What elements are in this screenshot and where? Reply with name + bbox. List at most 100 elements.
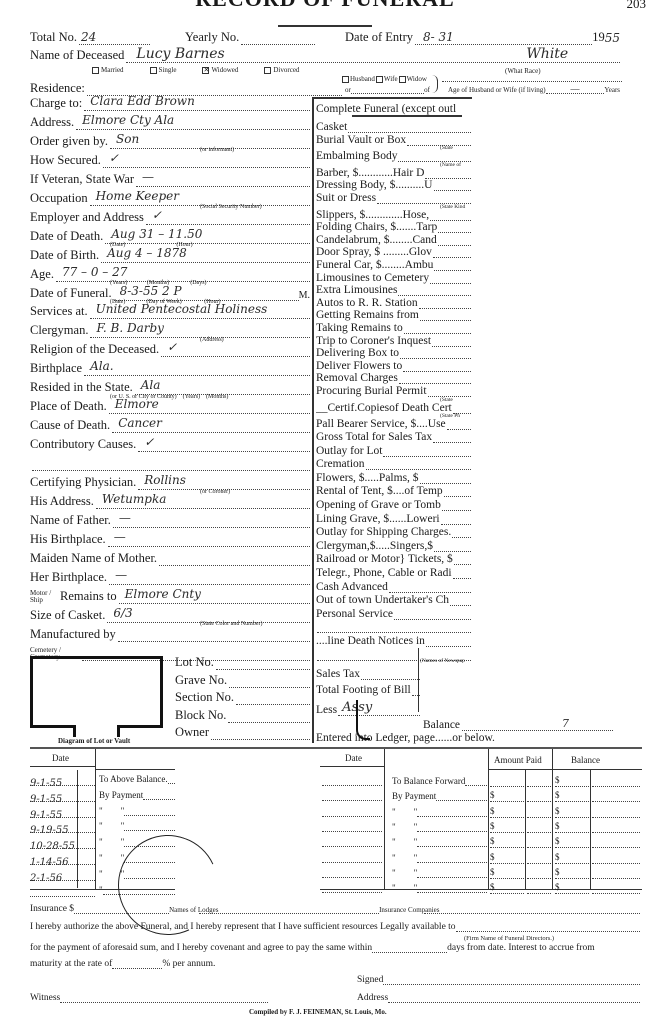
charge-amount[interactable]	[383, 448, 471, 457]
charge-item[interactable]: Burial Vault or Box	[316, 133, 471, 146]
charge-item[interactable]: Casket	[316, 120, 471, 133]
charge-amount[interactable]	[400, 350, 471, 360]
charge-item[interactable]: Railroad or Motor} Tickets, $	[316, 552, 471, 566]
sales-tax-row[interactable]: Sales Tax	[316, 667, 420, 680]
lot-field[interactable]: Grave No.	[175, 673, 310, 688]
currency-cell[interactable]: $	[490, 791, 524, 803]
field-input[interactable]: Clara Edd Brown	[84, 94, 310, 111]
witness-field[interactable]	[60, 1002, 268, 1003]
currency-cell[interactable]: $	[555, 806, 589, 818]
lot-field[interactable]: Lot No.	[175, 655, 310, 670]
marital-option-divorced[interactable]: Divorced	[264, 66, 299, 74]
charge-amount[interactable]	[348, 124, 471, 133]
payment-row[interactable]: " "	[99, 869, 175, 879]
currency-cell[interactable]: $	[490, 806, 524, 818]
payment-row[interactable]: To Balance Forward	[392, 776, 487, 786]
charge-amount[interactable]	[317, 624, 471, 634]
lot-field[interactable]: Section No.	[175, 690, 310, 705]
currency-cell[interactable]: $	[555, 821, 589, 833]
marital-option-married[interactable]: Married	[92, 66, 124, 74]
total-footing-row[interactable]: Total Footing of Bill	[316, 683, 420, 696]
cents-cell[interactable]	[592, 776, 640, 787]
payment-date[interactable]: 9-1-55	[30, 805, 95, 821]
lot-field[interactable]: Owner	[175, 725, 310, 740]
field-input[interactable]: Rollins	[138, 473, 310, 490]
charge-amount[interactable]	[441, 502, 471, 511]
charge-item[interactable]: Door Spray, $ .........Glov	[316, 245, 471, 259]
charge-item[interactable]: Extra Limousines	[316, 283, 471, 297]
marital-option-widowed[interactable]: ✕ Widowed	[202, 66, 238, 74]
field-input[interactable]: Elmore Cnty	[118, 587, 310, 604]
field-input[interactable]	[32, 460, 310, 472]
charge-item[interactable]: Dressing Body, $..........U	[316, 178, 471, 192]
payment-row[interactable]: " "	[99, 806, 175, 816]
payment-date[interactable]: 10-28-55	[30, 836, 95, 852]
cents-cell[interactable]	[527, 791, 551, 803]
payment-date[interactable]: 9-19-55	[30, 820, 95, 836]
cents-cell[interactable]	[592, 853, 640, 864]
cents-cell[interactable]	[592, 791, 640, 803]
field-input[interactable]: United Pentecostal Holiness	[89, 302, 310, 320]
spouse-checkbox-husband[interactable]	[342, 75, 349, 83]
charge-item[interactable]: Cremation	[316, 457, 471, 471]
currency-cell[interactable]: $	[490, 852, 524, 864]
insurance-field[interactable]	[74, 913, 170, 914]
field-input[interactable]: Elmore	[108, 397, 310, 415]
charge-amount[interactable]	[446, 421, 471, 431]
checkbox[interactable]	[149, 66, 157, 74]
charge-amount[interactable]	[437, 237, 471, 246]
cents-cell[interactable]	[527, 853, 551, 864]
charge-item[interactable]: Suit or Dress	[316, 191, 471, 204]
year-value[interactable]: 55	[604, 31, 620, 45]
charge-item[interactable]: Barber, $............Hair D	[316, 166, 471, 179]
charge-item[interactable]: Rental of Tent, $....of Temp	[316, 484, 471, 498]
charge-item[interactable]: __Certif.Copiesof Death Cert	[316, 401, 471, 414]
cents-cell[interactable]	[592, 883, 640, 895]
field-input[interactable]: ✓	[138, 435, 310, 453]
charge-item[interactable]: Pall Bearer Service, $....Use	[316, 417, 471, 431]
spouse-age-value[interactable]: —	[545, 85, 605, 94]
field-input[interactable]: Cancer	[112, 416, 310, 434]
payment-row[interactable]: To Above Balance.	[99, 774, 175, 784]
cents-cell[interactable]	[527, 776, 551, 787]
field-input[interactable]: F. B. Darby	[90, 321, 310, 339]
charge-amount[interactable]	[432, 338, 471, 347]
signed-field[interactable]	[383, 984, 640, 985]
currency-cell[interactable]: $	[490, 837, 524, 849]
yearly-no-field[interactable]	[241, 34, 315, 45]
charge-amount[interactable]	[398, 375, 471, 385]
payment-date[interactable]: 9-1-55	[30, 789, 95, 805]
charge-item[interactable]: Delivering Box to	[316, 346, 471, 360]
payment-row[interactable]: By Payment	[99, 790, 175, 800]
field-input[interactable]: Ala.	[84, 359, 310, 377]
charge-amount[interactable]	[438, 224, 471, 234]
payment-date[interactable]	[322, 807, 382, 817]
field-input[interactable]: ✓	[102, 151, 310, 168]
currency-cell[interactable]: $	[555, 883, 589, 895]
cents-cell[interactable]	[527, 837, 551, 849]
charge-item[interactable]: Candelabrum, $........Cand	[316, 233, 471, 246]
payment-date[interactable]: 9-1-55	[30, 773, 95, 789]
field-input[interactable]: —	[136, 170, 310, 187]
payment-date[interactable]: 1-14-56	[30, 852, 95, 868]
currency-cell[interactable]: $	[555, 867, 589, 879]
payment-row[interactable]: By Payment	[392, 791, 487, 802]
payment-date[interactable]: 2-1-56	[30, 868, 95, 884]
race-value[interactable]: White	[526, 46, 569, 62]
spouse-checkbox-wife[interactable]	[375, 75, 383, 83]
cents-cell[interactable]	[527, 868, 551, 879]
cents-cell[interactable]	[592, 822, 640, 833]
payment-date[interactable]	[322, 868, 382, 878]
payment-date[interactable]	[322, 853, 382, 863]
balance-value[interactable]: 7	[562, 717, 570, 730]
field-input[interactable]: Ala	[134, 378, 310, 396]
cents-cell[interactable]	[490, 776, 524, 787]
companies-field[interactable]	[424, 913, 640, 914]
charge-amount[interactable]	[398, 287, 471, 297]
checkbox[interactable]	[92, 66, 99, 74]
lot-field-input[interactable]	[236, 694, 310, 705]
charge-item[interactable]: Cash Advanced	[316, 580, 471, 593]
rate-field[interactable]	[112, 968, 163, 969]
currency-cell[interactable]: $	[555, 791, 589, 803]
date-of-entry-value[interactable]: 8- 31	[423, 30, 454, 44]
